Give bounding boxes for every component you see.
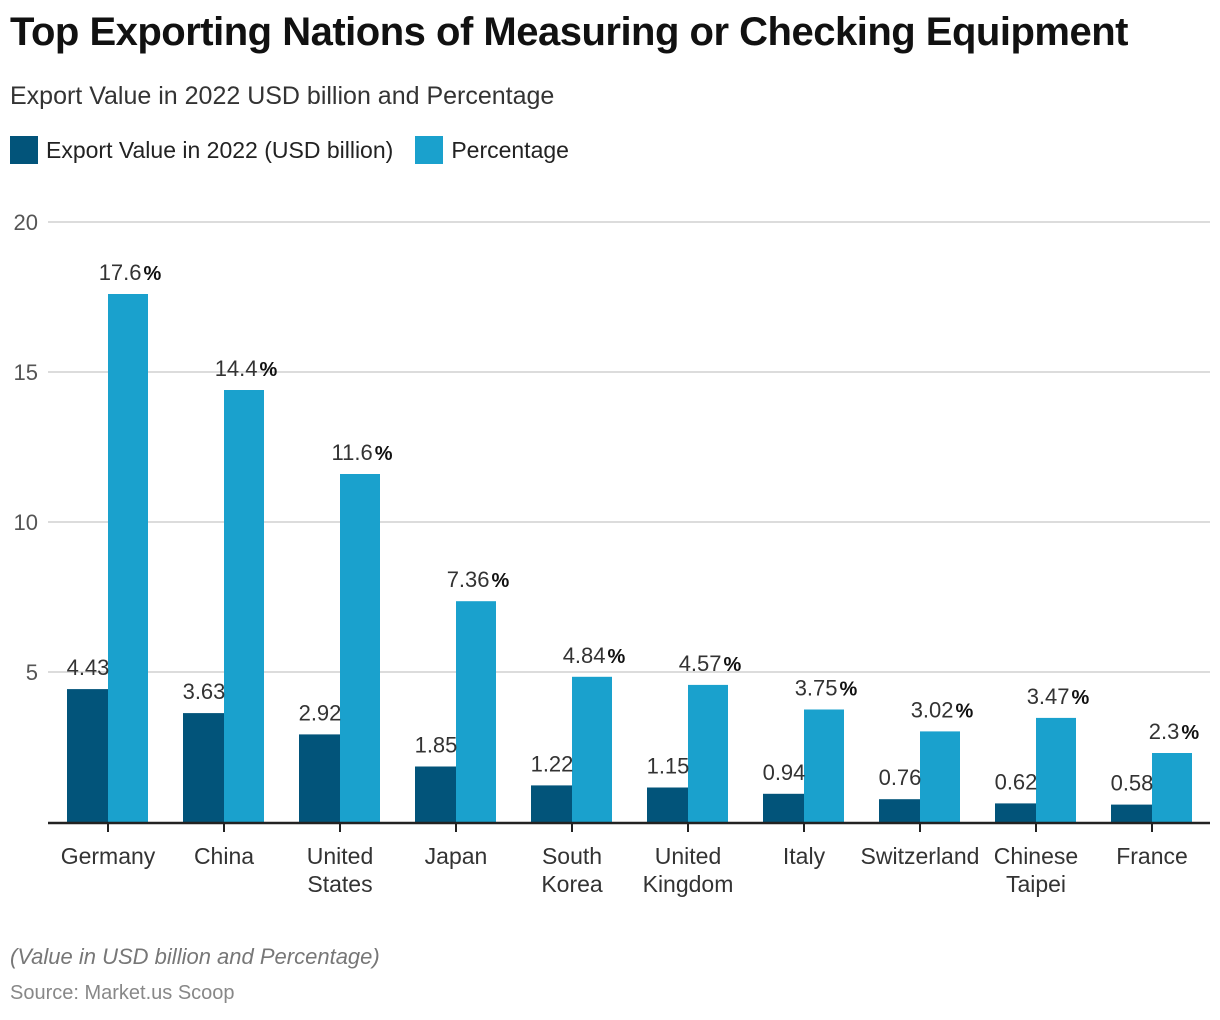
data-label-percent-sign: %: [1072, 687, 1090, 709]
data-label-export-value: 0.94: [763, 760, 806, 785]
bar-percentage: [572, 676, 612, 822]
data-label-export-value: 0.76: [879, 765, 922, 790]
data-label-export-value: 0.58: [1111, 771, 1154, 796]
bar-export-value: [1111, 804, 1152, 822]
data-label-percent-sign: %: [260, 359, 278, 381]
data-label-export-value: 0.62: [995, 769, 1038, 794]
legend-label-export-value: Export Value in 2022 (USD billion): [46, 136, 394, 163]
data-label-export-value: 1.22: [531, 751, 574, 776]
data-label-export-value: 1.85: [415, 733, 458, 758]
bar-percentage: [340, 474, 380, 822]
x-tick-label: South: [542, 843, 602, 869]
data-label-value: 17.6: [99, 260, 142, 285]
data-label-percent-sign: %: [144, 263, 162, 285]
data-label-value: 7.36: [447, 567, 490, 592]
bar-export-value: [67, 689, 108, 822]
data-label-value: 4.84: [563, 643, 606, 668]
y-tick-label: 10: [14, 510, 38, 535]
data-label-percent-sign: %: [956, 700, 974, 722]
data-label-percentage: 3.47%: [1027, 684, 1090, 709]
legend-item-percentage[interactable]: Percentage: [415, 136, 569, 164]
data-label-value: 3.75: [795, 676, 838, 701]
data-label-percentage: 2.3%: [1149, 719, 1200, 744]
y-tick-label: 15: [14, 360, 38, 385]
x-tick-label: Kingdom: [643, 871, 734, 897]
data-label-percent-sign: %: [724, 654, 742, 676]
data-label-value: 11.6: [332, 440, 373, 465]
data-label-percentage: 14.4%: [215, 356, 278, 381]
x-tick-label: Germany: [61, 843, 156, 869]
data-label-percent-sign: %: [375, 443, 393, 465]
chart-subtitle: Export Value in 2022 USD billion and Per…: [10, 82, 555, 110]
data-label-percentage: 4.57%: [679, 651, 742, 676]
x-tick-label: United: [655, 843, 721, 869]
bar-export-value: [415, 766, 456, 822]
data-label-percent-sign: %: [1181, 722, 1199, 744]
bar-percentage: [804, 709, 844, 822]
bar-percentage: [920, 731, 960, 822]
data-label-export-value: 2.92: [299, 700, 342, 725]
chart-footnote: (Value in USD billion and Percentage): [10, 944, 380, 969]
data-label-value: 3.47: [1027, 684, 1070, 709]
bar-export-value: [531, 785, 572, 822]
x-tick-label: Taipei: [1006, 871, 1066, 897]
chart-source: Source: Market.us Scoop: [10, 982, 235, 1004]
x-tick-label: Korea: [541, 871, 603, 897]
y-tick-label: 20: [14, 210, 38, 235]
x-tick-label: France: [1116, 843, 1188, 869]
data-label-percent-sign: %: [840, 679, 858, 701]
data-label-value: 3.02: [911, 697, 954, 722]
bar-export-value: [299, 734, 340, 822]
data-label-export-value: 3.63: [183, 679, 226, 704]
data-label-percentage: 17.6%: [99, 260, 162, 285]
data-label-value: 14.4: [215, 356, 258, 381]
bar-export-value: [995, 803, 1036, 822]
data-label-percent-sign: %: [608, 646, 626, 668]
bar-export-value: [879, 799, 920, 822]
bar-percentage: [1152, 753, 1192, 822]
bar-percentage: [456, 601, 496, 822]
bar-export-value: [647, 787, 688, 822]
data-label-value: 2.3: [1149, 719, 1180, 744]
bar-percentage: [1036, 717, 1076, 822]
data-label-percent-sign: %: [492, 570, 510, 592]
x-tick-label: Japan: [425, 843, 488, 869]
data-label-export-value: 4.43: [67, 655, 110, 680]
data-label-value: 4.57: [679, 651, 722, 676]
x-tick-label: United: [307, 843, 373, 869]
data-label-percentage: 3.02%: [911, 697, 974, 722]
data-label-percentage: 7.36%: [447, 567, 510, 592]
bar-percentage: [108, 294, 148, 822]
legend-swatch-percentage: [415, 136, 444, 164]
bar-export-value: [183, 713, 224, 822]
legend-item-export-value[interactable]: Export Value in 2022 (USD billion): [10, 136, 393, 164]
chart-title: Top Exporting Nations of Measuring or Ch…: [10, 10, 1128, 54]
x-tick-label: States: [307, 871, 372, 897]
x-tick-label: Italy: [783, 843, 826, 869]
x-tick-label: Chinese: [994, 843, 1078, 869]
x-tick-label: Switzerland: [861, 843, 980, 869]
legend-swatch-export-value: [10, 136, 38, 164]
bar-percentage: [688, 684, 728, 822]
x-tick-label: China: [194, 843, 254, 869]
data-label-export-value: 1.15: [647, 754, 690, 779]
legend-label-percentage: Percentage: [451, 136, 569, 163]
data-label-percentage: 3.75%: [795, 676, 858, 701]
legend: Export Value in 2022 (USD billion) Perce…: [10, 136, 591, 164]
bar-percentage: [224, 390, 264, 822]
y-tick-label: 5: [26, 660, 38, 685]
data-label-percentage: 11.6%: [332, 440, 393, 465]
data-label-percentage: 4.84%: [563, 643, 626, 668]
bar-export-value: [763, 793, 804, 822]
